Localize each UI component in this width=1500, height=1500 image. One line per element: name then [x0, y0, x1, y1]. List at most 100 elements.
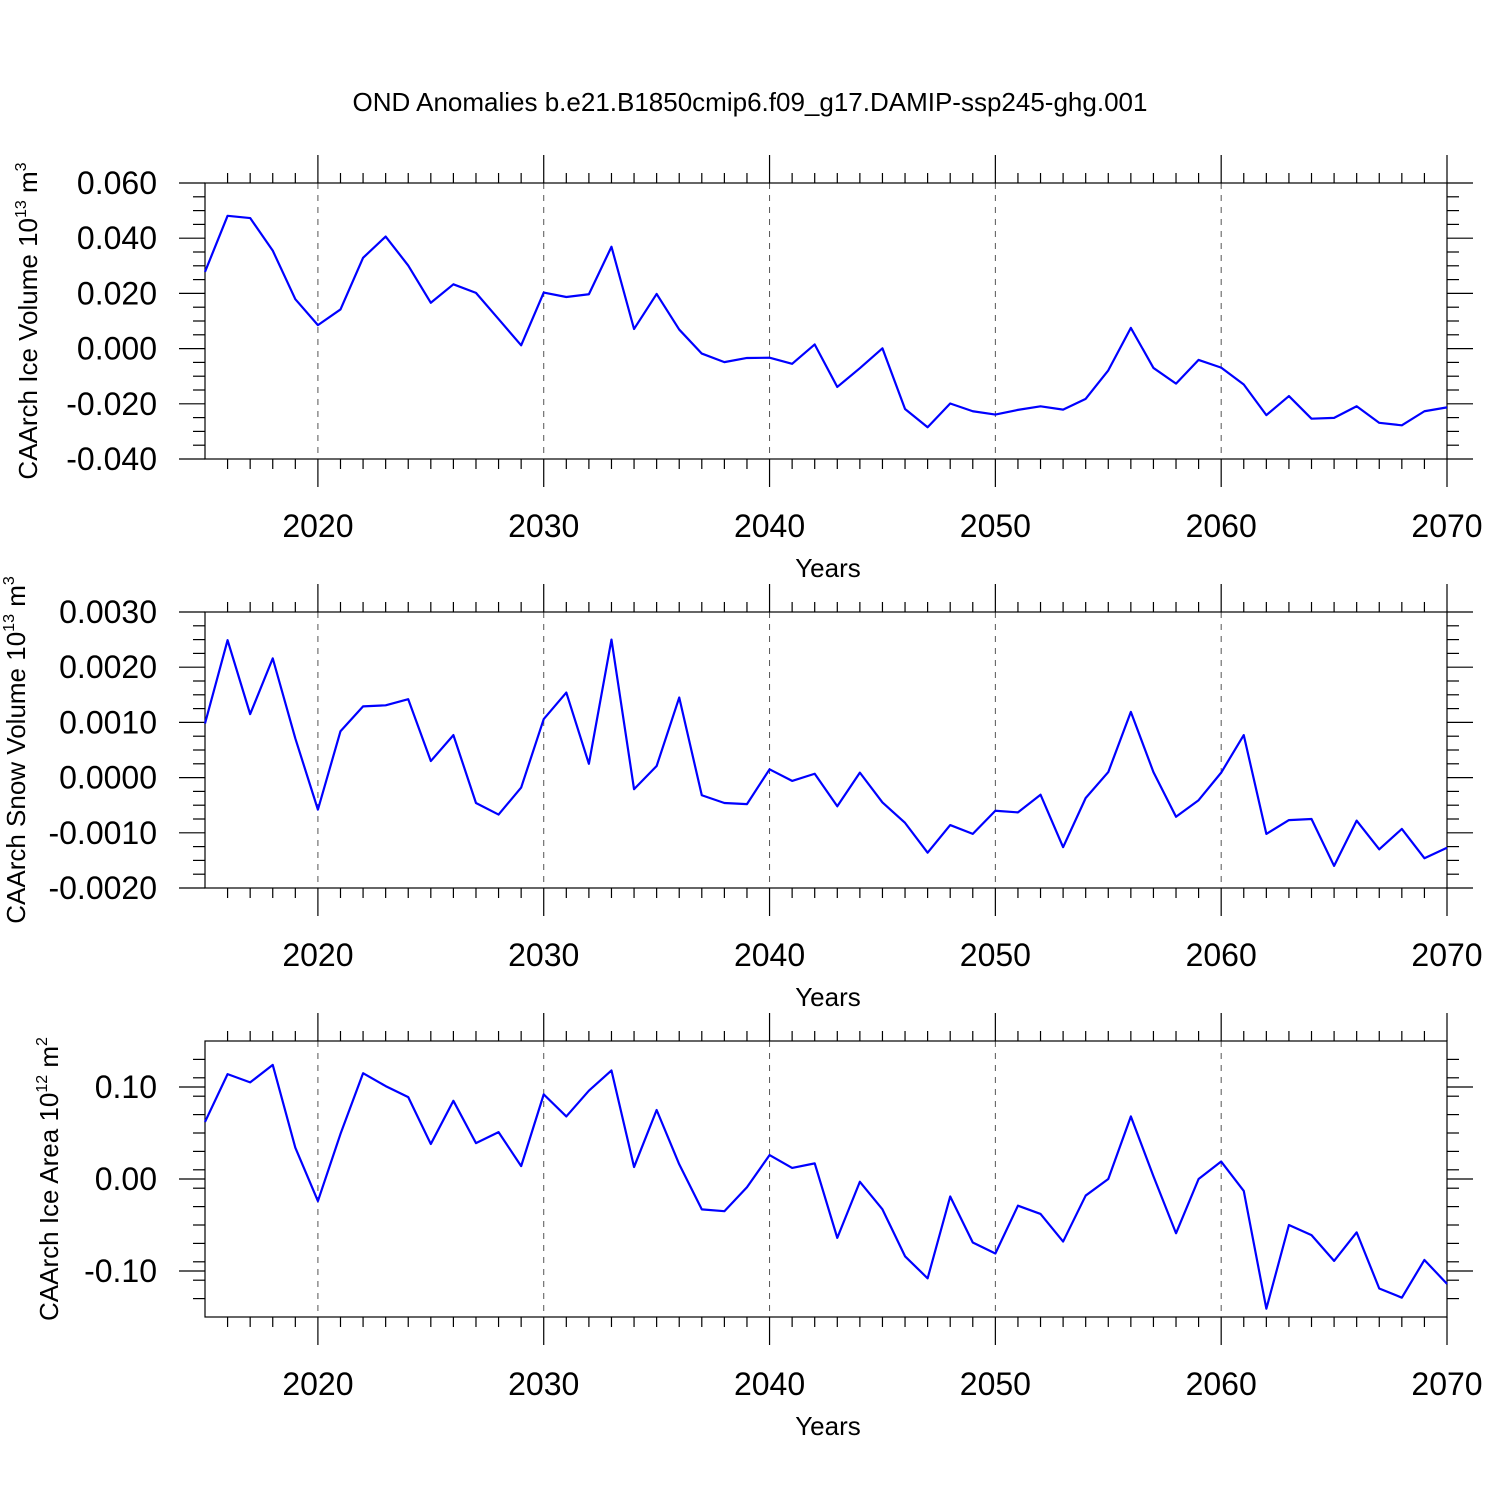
chart1-point-2042	[812, 771, 817, 776]
chart0-point-2022	[361, 255, 366, 260]
chart2-xtick-label-2040: 2040	[734, 1366, 805, 1402]
chart0-point-2029	[519, 343, 524, 348]
chart0-point-2047	[925, 425, 930, 430]
chart2-point-2065	[1332, 1258, 1337, 1263]
chart0-point-2016	[225, 213, 230, 218]
chart1-point-2049	[970, 831, 975, 836]
chart2-point-2048	[948, 1194, 953, 1199]
chart2-point-2032	[586, 1088, 591, 1093]
chart2-point-2033	[609, 1068, 614, 1073]
chart1-ytick-label: 0.0010	[59, 704, 157, 740]
chart0-ytick-label: -0.040	[66, 441, 157, 477]
chart1-point-2025	[428, 759, 433, 764]
chart0-point-2051	[1015, 407, 1020, 412]
chart2-point-2055	[1106, 1177, 1111, 1182]
chart2-point-2040	[767, 1153, 772, 1158]
chart1-point-2036	[677, 695, 682, 700]
chart2-point-2030	[541, 1092, 546, 1097]
chart0-point-2036	[677, 327, 682, 332]
chart1-xtick-label-2040: 2040	[734, 937, 805, 973]
chart0-point-2017	[248, 216, 253, 221]
chart2-point-2050	[993, 1251, 998, 1256]
chart1-point-2062	[1264, 831, 1269, 836]
chart1-point-2061	[1241, 733, 1246, 738]
chart1-point-2032	[586, 761, 591, 766]
chart2-point-2037	[699, 1207, 704, 1212]
chart0-point-2068	[1399, 423, 1404, 428]
chart2-point-2016	[225, 1072, 230, 1077]
chart0-point-2021	[338, 307, 343, 312]
chart2-point-2026	[451, 1098, 456, 1103]
panel-ice-volume: 2020 2030 2040 2050 2060 2070 -0.040 -0.020 0.00…	[13, 155, 1483, 583]
chart0-point-2034	[632, 327, 637, 332]
chart0-point-2018	[270, 248, 275, 253]
chart2-ytick-label: 0.00	[95, 1161, 157, 1197]
chart0-xtick-label-2060: 2060	[1186, 508, 1257, 544]
chart0-point-2060	[1219, 365, 1224, 370]
chart2-point-2039	[744, 1185, 749, 1190]
chart0-point-2031	[564, 294, 569, 299]
chart2-point-2049	[970, 1240, 975, 1245]
chart1-point-2018	[270, 656, 275, 661]
chart1-point-2048	[948, 823, 953, 828]
chart2-point-2061	[1241, 1188, 1246, 1193]
chart2-point-2067	[1377, 1286, 1382, 1291]
chart2-point-2027	[473, 1141, 478, 1146]
chart1-point-2052	[1038, 792, 1043, 797]
chart1-point-2024	[406, 697, 411, 702]
chart0-point-2039	[744, 355, 749, 360]
chart0-point-2059	[1196, 357, 1201, 362]
chart0-ytick-label: 0.000	[77, 331, 157, 367]
chart0-xtick-label-2030: 2030	[508, 508, 579, 544]
chart1-point-2040	[767, 767, 772, 772]
chart1-point-2054	[1083, 796, 1088, 801]
chart1-point-2033	[609, 637, 614, 642]
chart1-xtick-label-2060: 2060	[1186, 937, 1257, 973]
chart0-point-2025	[428, 300, 433, 305]
chart1-point-2064	[1309, 817, 1314, 822]
chart2-point-2041	[790, 1165, 795, 1170]
chart2-point-2031	[564, 1114, 569, 1119]
chart1-point-2017	[248, 712, 253, 717]
chart2-point-2059	[1196, 1177, 1201, 1182]
chart1-point-2046	[903, 820, 908, 825]
chart1-point-2021	[338, 729, 343, 734]
chart0-point-2032	[586, 292, 591, 297]
chart0-point-2040	[767, 355, 772, 360]
chart1-point-2047	[925, 850, 930, 855]
chart2-point-2042	[812, 1161, 817, 1166]
chart2-point-2052	[1038, 1211, 1043, 1216]
chart2-point-2053	[1061, 1239, 1066, 1244]
chart2-point-2017	[248, 1080, 253, 1085]
chart1-xtick-label-2070: 2070	[1411, 937, 1482, 973]
chart1-point-2057	[1151, 770, 1156, 775]
chart0-point-2065	[1332, 415, 1337, 420]
chart2-point-2045	[880, 1207, 885, 1212]
chart1-point-2037	[699, 793, 704, 798]
chart1-point-2015	[203, 721, 208, 726]
chart0-point-2061	[1241, 382, 1246, 387]
chart1-point-2020	[315, 807, 320, 812]
chart1-point-2068	[1399, 826, 1404, 831]
chart0-point-2033	[609, 244, 614, 249]
chart2-point-2069	[1422, 1257, 1427, 1262]
chart1-point-2060	[1219, 770, 1224, 775]
chart1-ytick-label: 0.0000	[59, 760, 157, 796]
chart0-ytick-label: 0.040	[77, 220, 157, 256]
chart2-point-2015	[203, 1119, 208, 1124]
chart0-point-2027	[473, 290, 478, 295]
chart0-point-2063	[1286, 394, 1291, 399]
chart1-point-2070	[1445, 845, 1450, 850]
chart0-ylabel: CAArch Ice Volume 1013 m3	[13, 162, 43, 479]
chart0-plot-frame	[204, 182, 1448, 460]
chart1-plot-frame	[204, 611, 1448, 889]
chart1-ytick-label: 0.0030	[59, 594, 157, 630]
panel-ice-area: 2020 2030 2040 2050 2060 2070 -0.10 0.00 0.10 Yea…	[34, 1013, 1483, 1441]
chart1-point-2044	[857, 770, 862, 775]
chart2-point-2058	[1174, 1231, 1179, 1236]
chart0-point-2062	[1264, 413, 1269, 418]
chart2-point-2060	[1219, 1159, 1224, 1164]
chart0-point-2066	[1354, 404, 1359, 409]
chart2-point-2054	[1083, 1193, 1088, 1198]
